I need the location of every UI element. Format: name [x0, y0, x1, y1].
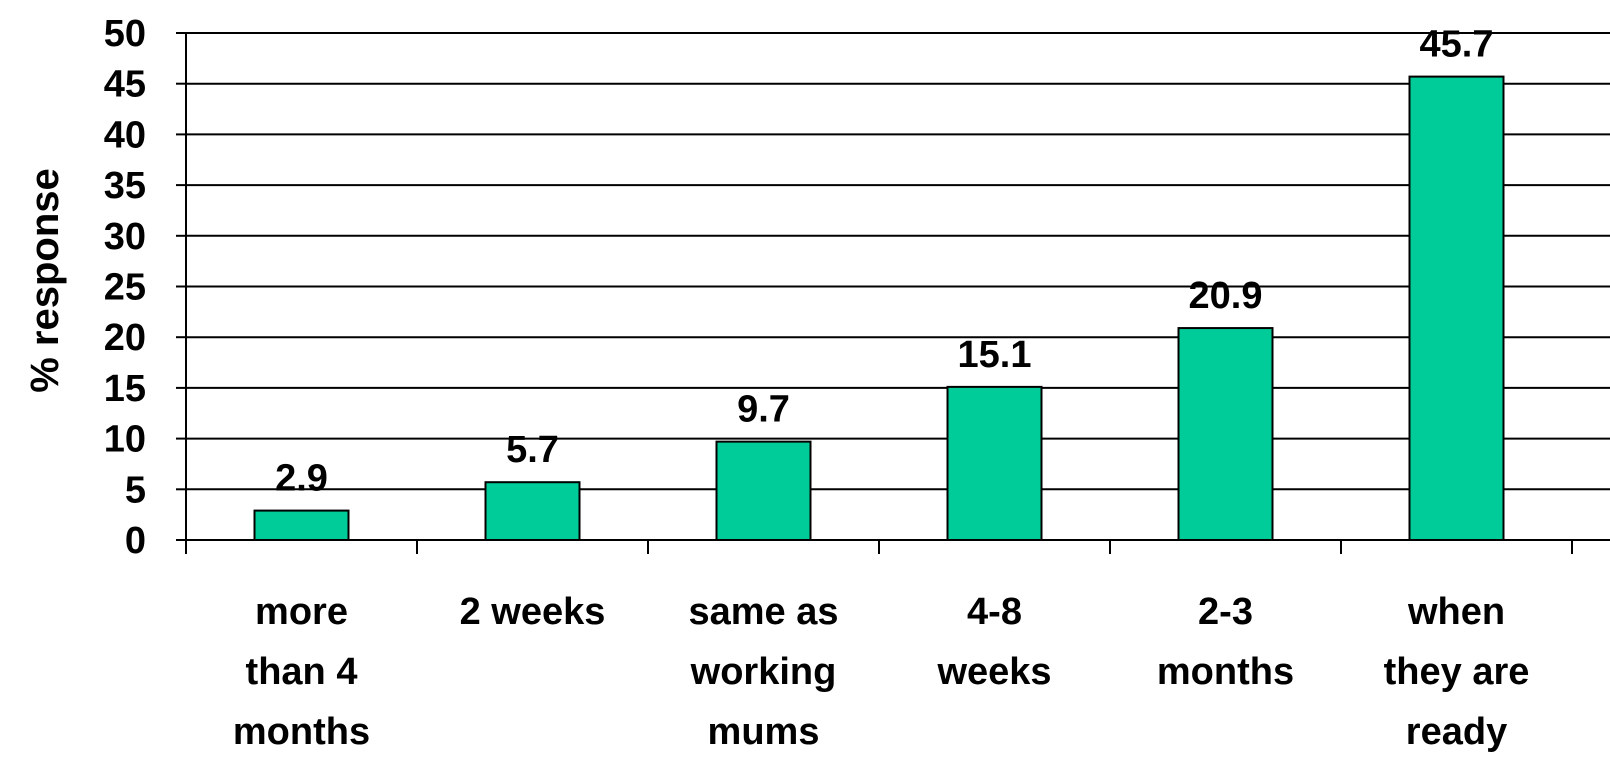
- bars: [253, 75, 1505, 542]
- category-label: when they are ready: [1384, 591, 1530, 753]
- category-label-line: than 4: [246, 651, 358, 693]
- category-label: same as working mums: [688, 591, 838, 753]
- bar: [484, 481, 581, 541]
- category-label-line: mums: [708, 711, 820, 753]
- y-tick-label: 25: [104, 267, 146, 309]
- data-label: 2.9: [275, 458, 328, 500]
- category-label-line: same as: [688, 591, 838, 633]
- category-label: 2 weeks: [460, 591, 606, 633]
- y-tick-label: 30: [104, 216, 146, 258]
- category-label-line: months: [1157, 651, 1294, 693]
- category-label-line: months: [233, 711, 370, 753]
- bar: [715, 440, 812, 541]
- category-label-line: 2 weeks: [460, 591, 606, 633]
- category-label-line: 4-8: [967, 591, 1022, 633]
- category-label-line: they are: [1384, 651, 1530, 693]
- gridlines: [186, 32, 1610, 491]
- category-label-line: more: [255, 591, 348, 633]
- axes: [176, 32, 1610, 554]
- y-tick-label: 0: [125, 520, 146, 562]
- bar: [1408, 75, 1505, 542]
- data-label: 9.7: [737, 389, 790, 431]
- category-label-line: 2-3: [1198, 591, 1253, 633]
- data-label: 20.9: [1189, 275, 1263, 317]
- data-label: 5.7: [506, 429, 559, 471]
- y-tick-label: 45: [104, 64, 146, 106]
- bar: [253, 509, 350, 541]
- category-label: 2-3 months: [1157, 591, 1294, 693]
- category-label-line: when: [1407, 591, 1505, 633]
- category-label-line: weeks: [936, 651, 1051, 693]
- category-label-line: working: [690, 651, 837, 693]
- category-label: more than 4 months: [233, 591, 370, 753]
- data-label: 45.7: [1420, 24, 1494, 66]
- data-labels: 2.9 5.7 9.7 15.1 20.9 45.7: [275, 24, 1493, 500]
- bar: [946, 385, 1043, 541]
- y-tick-label: 35: [104, 165, 146, 207]
- category-labels: more than 4 months 2 weeks same as working mum…: [233, 591, 1529, 753]
- data-label: 15.1: [958, 334, 1032, 376]
- category-label-line: ready: [1406, 711, 1507, 753]
- y-tick-labels: 0 5 10 15 20 25 30 35 40 45 50: [104, 13, 146, 562]
- y-tick-label: 50: [104, 13, 146, 55]
- y-tick-label: 15: [104, 368, 146, 410]
- y-tick-label: 10: [104, 419, 146, 461]
- y-tick-label: 40: [104, 114, 146, 156]
- category-label: 4-8 weeks: [936, 591, 1051, 693]
- y-tick-label: 20: [104, 317, 146, 359]
- y-axis-label: % response: [23, 168, 67, 393]
- bar: [1177, 327, 1274, 541]
- y-tick-label: 5: [125, 469, 146, 511]
